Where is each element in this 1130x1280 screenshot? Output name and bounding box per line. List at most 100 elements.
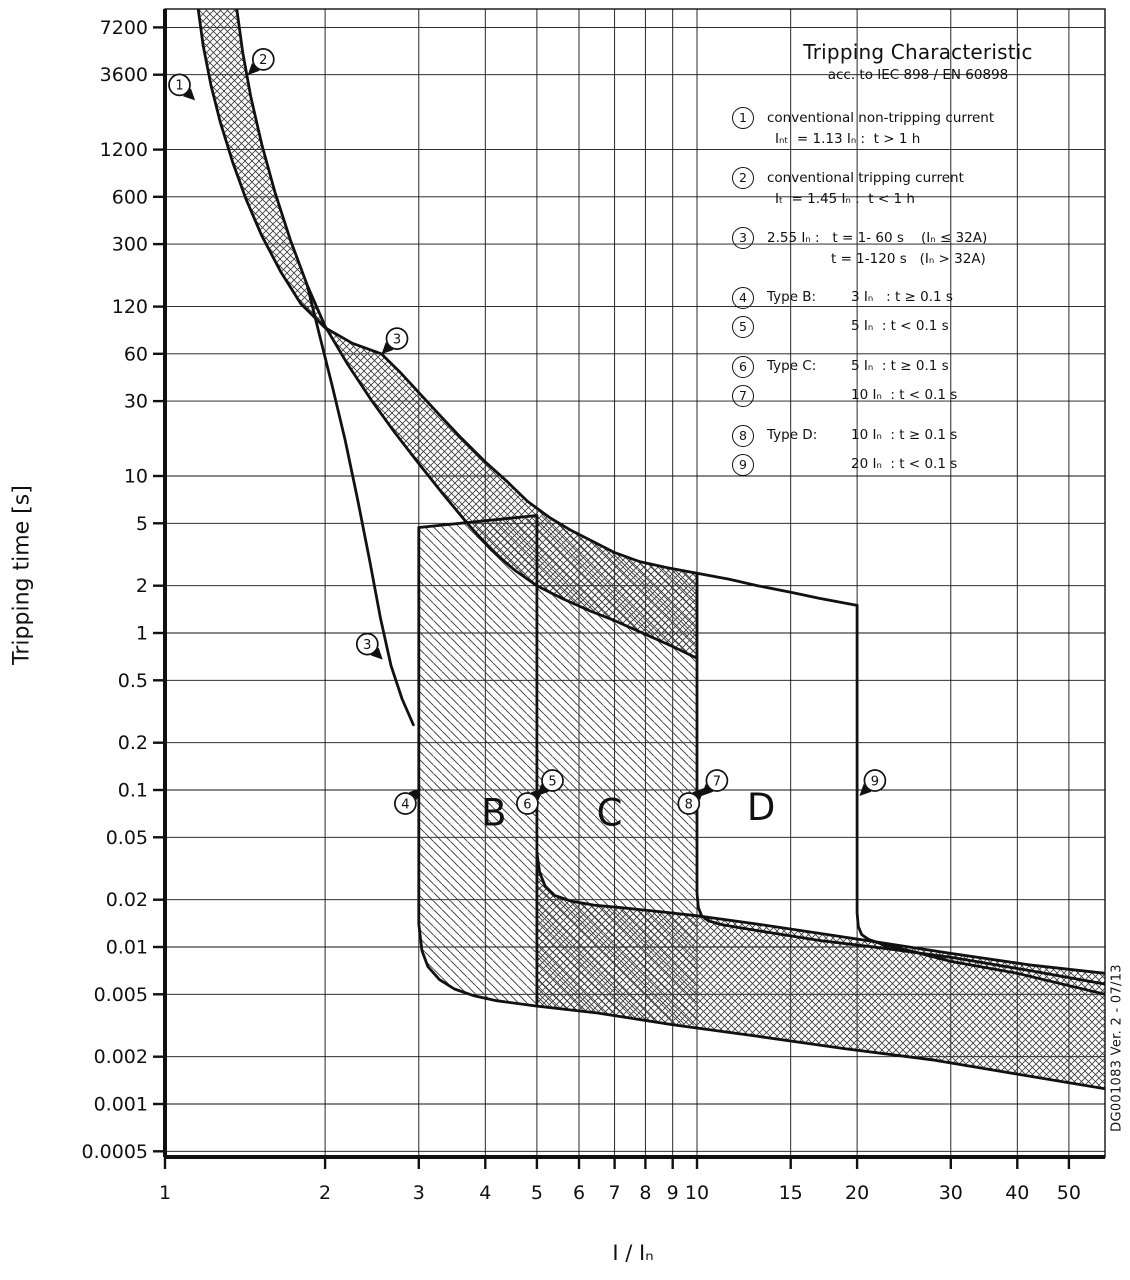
legend-item-line2: Iₙₜ = 1.13 Iₙ : t > 1 h <box>775 131 921 147</box>
marker-7: 7 <box>701 769 729 796</box>
legend-item-type-label: Type B: <box>767 289 817 305</box>
y-tick-label: 10 <box>124 466 148 488</box>
y-tick-label: 0.005 <box>94 984 148 1006</box>
legend-item-value: 5 Iₙ : t ≥ 0.1 s <box>851 358 949 374</box>
legend-item-value: 20 Iₙ : t < 0.1 s <box>851 456 958 472</box>
legend-item-type-label: Type D: <box>767 427 818 443</box>
x-tick-label: 10 <box>685 1182 709 1204</box>
marker-number: 9 <box>871 774 879 789</box>
type-c-instantaneous-region <box>536 515 697 1026</box>
y-tick-label: 1 <box>136 623 148 645</box>
y-tick-label: 5 <box>136 513 148 535</box>
y-tick-label: 0.1 <box>118 780 148 802</box>
x-tick-label: 7 <box>609 1182 621 1204</box>
legend-item-number-badge: 1 <box>732 107 754 129</box>
x-tick-label: 30 <box>939 1182 963 1204</box>
marker-circle <box>251 48 275 71</box>
axis-ticks <box>153 26 1071 1169</box>
legend-item-number-badge: 7 <box>732 385 754 407</box>
y-tick-label: 0.02 <box>106 889 148 911</box>
marker-number: 3 <box>393 332 401 347</box>
marker-number: 1 <box>175 79 183 94</box>
marker-3: 3 <box>355 632 383 660</box>
marker-arrow <box>859 784 872 796</box>
region-label-C: C <box>597 791 623 834</box>
legend-items: 1 conventional non-tripping current Iₙₜ = … <box>732 107 1104 476</box>
y-tick-label: 600 <box>112 186 148 208</box>
region-label-B: B <box>481 791 506 834</box>
legend-item-text: 2.55 Iₙ : t = 1- 60 s (Iₙ ≤ 32A) t = 1-12… <box>767 227 987 269</box>
legend-item-number-badge: 3 <box>732 227 754 249</box>
legend-item-number-badge: 9 <box>732 454 754 476</box>
type-b-top-edge <box>417 514 539 529</box>
legend-panel: Tripping Characteristic acc. to IEC 898 … <box>732 40 1104 476</box>
marker-arrow <box>381 342 394 355</box>
legend-item-value: 3 Iₙ : t ≥ 0.1 s <box>851 289 953 305</box>
marker-number: 7 <box>713 774 721 789</box>
y-tick-label: 120 <box>112 296 148 318</box>
legend-item-4: 4 Type B: 3 Iₙ : t ≥ 0.1 s <box>732 287 1104 309</box>
marker-arrow <box>370 647 383 660</box>
y-tick-label: 0.0005 <box>82 1141 148 1163</box>
min-trip-steep-branch <box>305 283 415 727</box>
y-tick-label: 0.5 <box>118 670 148 692</box>
legend-item-6: 6 Type C: 5 Iₙ : t ≥ 0.1 s <box>732 356 1104 378</box>
legend-item-2: 2 conventional tripping current Iₜ = 1.45 … <box>732 167 1104 209</box>
legend-item-line1: conventional non-tripping current <box>767 110 995 126</box>
marker-arrow <box>247 63 260 75</box>
marker-arrow <box>531 788 543 800</box>
marker-arrow <box>408 788 421 800</box>
x-tick-label: 3 <box>413 1182 425 1204</box>
marker-8: 8 <box>677 788 705 815</box>
marker-2: 2 <box>247 48 275 75</box>
legend-item-text: conventional non-tripping current Iₙₜ = 1… <box>767 107 994 149</box>
legend-item-value: 10 Iₙ : t ≥ 0.1 s <box>851 427 958 443</box>
x-tick-label: 1 <box>159 1182 171 1204</box>
region-labels: B C D <box>481 786 775 835</box>
marker-number: 6 <box>523 797 531 812</box>
legend-item-7: 7 10 Iₙ : t < 0.1 s <box>732 385 1104 407</box>
chart-markers: 1 2 3 3 4 5 6 7 8 9 <box>168 48 887 815</box>
x-tick-label: 4 <box>479 1182 491 1204</box>
legend-item-1: 1 conventional non-tripping current Iₙₜ = … <box>732 107 1104 149</box>
document-id-note: DG001083 Ver. 2 - 07/13 <box>1109 964 1125 1132</box>
tick-labels: 7200360012006003001206030105210.50.20.10… <box>82 17 1081 1204</box>
legend-item-value: 5 Iₙ : t < 0.1 s <box>851 318 949 334</box>
x-tick-label: 2 <box>319 1182 331 1204</box>
ten-in-vertical-and-type-d-bottom <box>695 571 1105 986</box>
marker-4: 4 <box>394 788 421 815</box>
marker-circle <box>705 769 729 792</box>
legend-item-line1: conventional tripping current <box>767 170 964 186</box>
region-label-D: D <box>747 786 776 829</box>
chart-subtitle: acc. to IEC 898 / EN 60898 <box>827 67 1009 83</box>
legend-item-line2: t = 1-120 s (Iₙ > 32A) <box>831 251 986 267</box>
y-tick-label: 0.001 <box>94 1094 148 1116</box>
y-tick-label: 1200 <box>100 139 148 161</box>
twenty-in-vertical-and-bottom <box>855 604 1105 996</box>
y-axis-title: Tripping time [s] <box>9 485 35 665</box>
x-tick-label: 50 <box>1057 1182 1081 1204</box>
marker-number: 8 <box>685 797 693 812</box>
x-tick-label: 6 <box>573 1182 585 1204</box>
marker-circle <box>516 792 539 815</box>
legend-item-number-badge: 2 <box>732 167 754 189</box>
type-b-instantaneous-region <box>418 515 537 1007</box>
min-trip-time-curve <box>235 9 699 660</box>
instantaneous-bottom-band <box>536 852 1105 1089</box>
legend-item-text: conventional tripping current Iₜ = 1.45 I… <box>767 167 964 209</box>
x-axis-title: I / Iₙ <box>612 1241 654 1265</box>
legend-item-line1: 2.55 Iₙ : t = 1- 60 s (Iₙ ≤ 32A) <box>767 230 988 246</box>
marker-circle <box>355 632 379 656</box>
y-tick-label: 30 <box>124 391 148 413</box>
legend-item-9: 9 20 Iₙ : t < 0.1 s <box>732 454 1104 476</box>
plot-area <box>196 9 1105 1091</box>
marker-number: 4 <box>401 797 409 812</box>
legend-item-8: 8 Type D: 10 Iₙ : t ≥ 0.1 s <box>732 425 1104 447</box>
marker-6: 6 <box>516 788 543 815</box>
marker-arrow <box>701 784 714 796</box>
marker-number: 3 <box>363 638 371 653</box>
legend-item-3: 3 2.55 Iₙ : t = 1- 60 s (Iₙ ≤ 32A) t = 1-1… <box>732 227 1104 269</box>
legend-item-value: 10 Iₙ : t < 0.1 s <box>851 387 958 403</box>
